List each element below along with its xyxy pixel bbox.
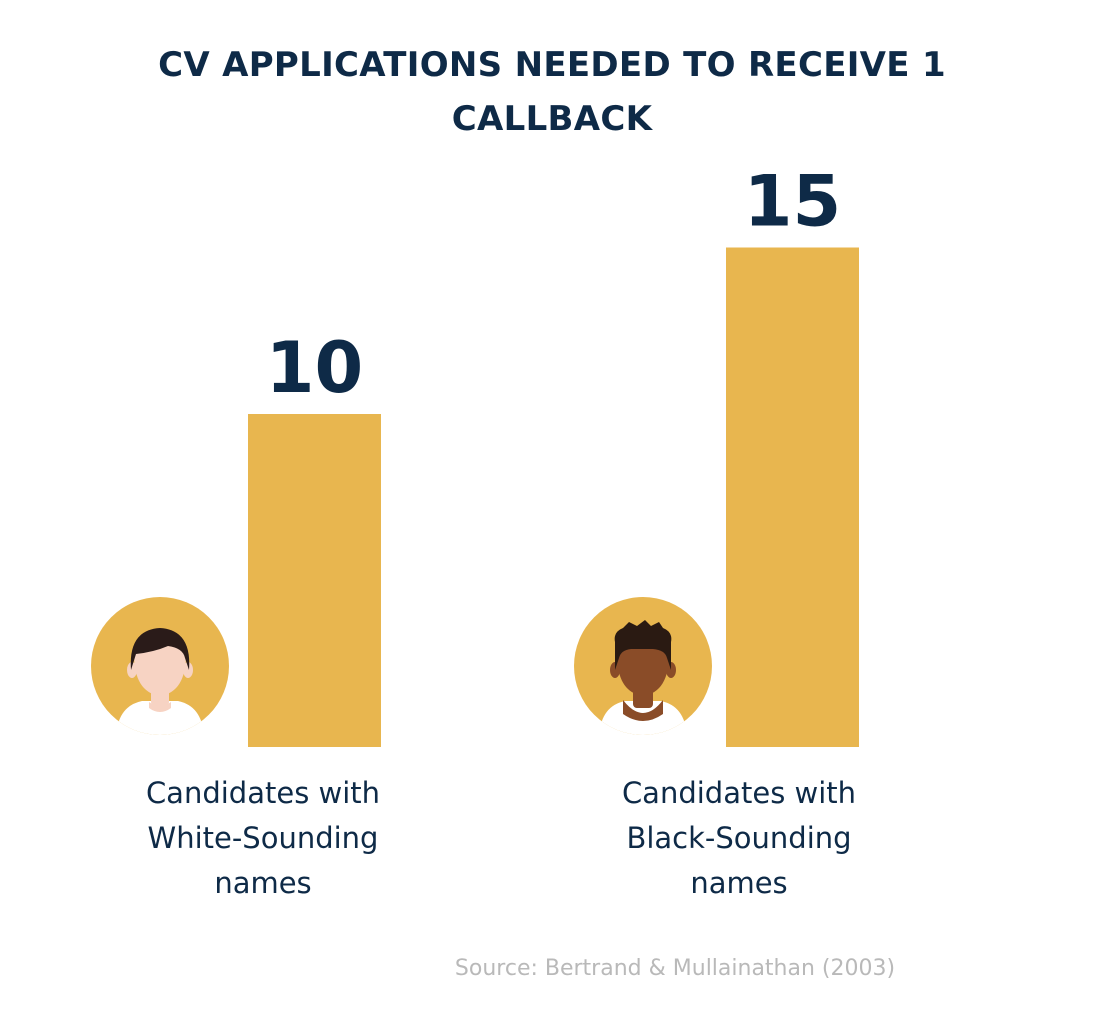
category-label-black: Candidates with Black-Sounding names	[621, 776, 857, 900]
bar-0	[248, 414, 381, 747]
chart-title: CV APPLICATIONS NEEDED TO RECEIVE 1 CALL…	[158, 45, 946, 139]
white-candidate-avatar-icon	[91, 597, 229, 735]
value-label-1: 15	[744, 161, 841, 243]
bars-layer: 10 15	[248, 161, 859, 747]
black-candidate-avatar-icon	[574, 597, 712, 735]
source-note: Source: Bertrand & Mullainathan (2003)	[454, 956, 896, 981]
bar-1	[726, 247, 859, 747]
value-label-0: 10	[266, 327, 363, 409]
category-label-white: Candidates with White-Sounding names	[145, 776, 381, 900]
